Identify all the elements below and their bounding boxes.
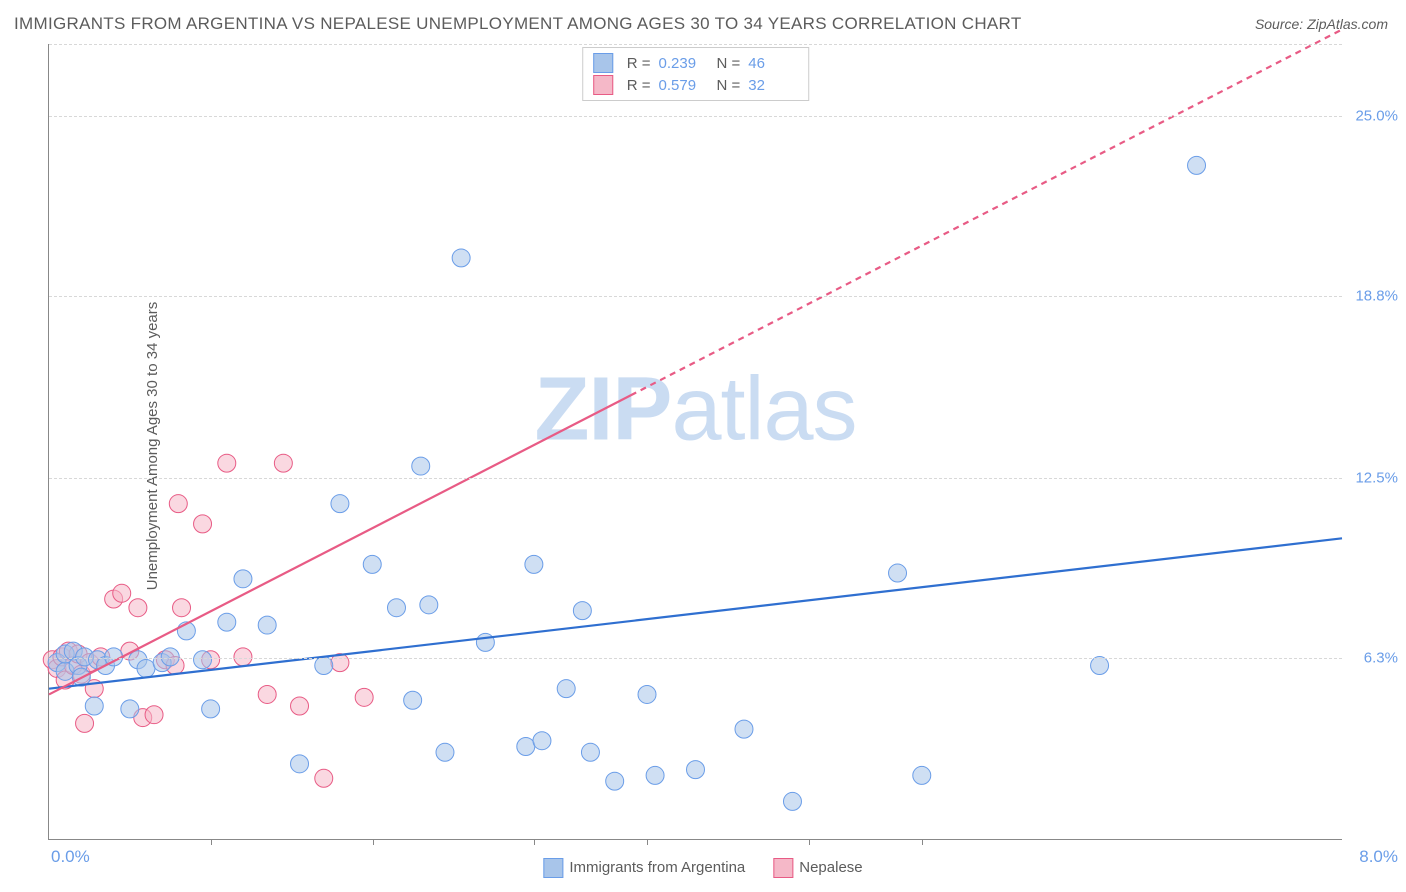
scatter-point [291, 755, 309, 773]
y-tick-label: 6.3% [1364, 649, 1398, 666]
n-value: 32 [748, 77, 798, 94]
r-label: R = [627, 55, 651, 72]
y-tick-label: 12.5% [1355, 470, 1398, 487]
scatter-point [194, 515, 212, 533]
scatter-point [234, 570, 252, 588]
series-legend: Immigrants from Argentina Nepalese [543, 858, 862, 878]
x-tick [647, 839, 648, 845]
scatter-point [913, 766, 931, 784]
legend-swatch-icon [543, 858, 563, 878]
scatter-point [194, 651, 212, 669]
legend-swatch-icon [773, 858, 793, 878]
n-label: N = [717, 77, 741, 94]
scatter-point [606, 772, 624, 790]
legend-label: Immigrants from Argentina [569, 859, 745, 876]
scatter-point [258, 616, 276, 634]
r-value: 0.239 [659, 55, 709, 72]
gridline [49, 44, 1342, 45]
correlation-legend: R = 0.239 N = 46 R = 0.579 N = 32 [582, 47, 810, 101]
scatter-point [331, 495, 349, 513]
scatter-point [363, 555, 381, 573]
gridline [49, 296, 1342, 297]
scatter-point [889, 564, 907, 582]
x-axis-max-label: 8.0% [1359, 847, 1398, 867]
legend-item: Nepalese [773, 858, 862, 878]
x-tick [809, 839, 810, 845]
scatter-point [420, 596, 438, 614]
gridline [49, 658, 1342, 659]
scatter-point [646, 766, 664, 784]
scatter-point [76, 714, 94, 732]
trend-line [49, 538, 1342, 688]
scatter-point [436, 743, 454, 761]
scatter-point [315, 657, 333, 675]
scatter-point [404, 691, 422, 709]
scatter-point [85, 697, 103, 715]
scatter-point [274, 454, 292, 472]
scatter-point [145, 706, 163, 724]
scatter-point [533, 732, 551, 750]
x-tick [534, 839, 535, 845]
scatter-point [129, 599, 147, 617]
scatter-point [1091, 657, 1109, 675]
scatter-point [573, 602, 591, 620]
gridline [49, 478, 1342, 479]
legend-row: R = 0.239 N = 46 [593, 52, 799, 74]
x-tick [373, 839, 374, 845]
scatter-point [258, 685, 276, 703]
scatter-point [137, 659, 155, 677]
n-label: N = [717, 55, 741, 72]
scatter-point [388, 599, 406, 617]
scatter-point [581, 743, 599, 761]
scatter-point [735, 720, 753, 738]
plot-area: ZIPatlas 6.3%12.5%18.8%25.0% 0.0% 8.0% R… [48, 44, 1342, 840]
x-tick [922, 839, 923, 845]
scatter-point [121, 700, 139, 718]
scatter-point [355, 688, 373, 706]
n-value: 46 [748, 55, 798, 72]
trend-line [49, 395, 631, 694]
legend-item: Immigrants from Argentina [543, 858, 745, 878]
scatter-point [202, 700, 220, 718]
chart-title: IMMIGRANTS FROM ARGENTINA VS NEPALESE UN… [14, 14, 1022, 34]
scatter-point [291, 697, 309, 715]
scatter-point [525, 555, 543, 573]
scatter-point [638, 685, 656, 703]
scatter-point [557, 680, 575, 698]
scatter-point [315, 769, 333, 787]
scatter-point [517, 738, 535, 756]
scatter-point [687, 761, 705, 779]
legend-label: Nepalese [799, 859, 862, 876]
scatter-point [1188, 156, 1206, 174]
scatter-point [218, 613, 236, 631]
y-tick-label: 25.0% [1355, 108, 1398, 125]
scatter-point [783, 792, 801, 810]
y-tick-label: 18.8% [1355, 287, 1398, 304]
r-value: 0.579 [659, 77, 709, 94]
source-label: Source: ZipAtlas.com [1255, 16, 1388, 32]
scatter-point [173, 599, 191, 617]
scatter-point [218, 454, 236, 472]
scatter-point [169, 495, 187, 513]
gridline [49, 116, 1342, 117]
scatter-point [412, 457, 430, 475]
r-label: R = [627, 77, 651, 94]
x-axis-min-label: 0.0% [51, 847, 90, 867]
legend-swatch-icon [593, 75, 613, 95]
legend-swatch-icon [593, 53, 613, 73]
legend-row: R = 0.579 N = 32 [593, 74, 799, 96]
scatter-point [113, 584, 131, 602]
scatter-point [452, 249, 470, 267]
chart-svg [49, 44, 1342, 839]
x-tick [211, 839, 212, 845]
